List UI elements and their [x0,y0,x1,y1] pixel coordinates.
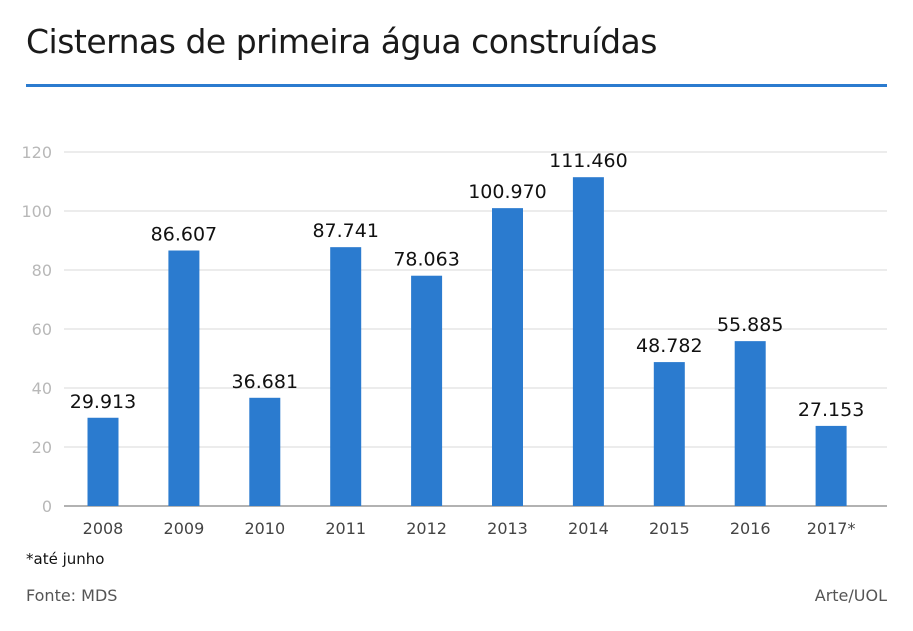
bar-2010 [249,397,281,506]
data-label: 111.460 [549,150,628,172]
x-tick-label: 2012 [406,519,447,538]
y-tick-label: 60 [32,320,52,339]
footnote: *até junho [26,550,105,568]
data-label: 100.970 [468,181,547,203]
source-text: Fonte: MDS [26,586,118,605]
x-tick-label: 2014 [568,519,609,538]
x-tick-label: 2011 [325,519,366,538]
y-tick-label: 80 [32,261,52,280]
y-tick-label: 0 [42,497,52,516]
data-label: 48.782 [636,335,702,357]
data-label: 36.681 [232,371,298,393]
x-tick-label: 2010 [244,519,285,538]
bar-2014 [572,177,604,506]
bar-2015 [653,362,685,506]
data-label: 86.607 [151,224,217,246]
data-label: 78.063 [393,249,459,271]
bar-2011 [330,247,362,506]
data-label: 55.885 [717,314,783,336]
bar-2012 [411,275,443,506]
data-label: 27.153 [798,399,864,421]
bar-2008 [87,417,119,506]
x-tick-label: 2013 [487,519,528,538]
x-tick-label: 2015 [649,519,690,538]
x-tick-label: 2008 [83,519,124,538]
x-tick-label: 2017* [807,519,856,538]
y-tick-label: 100 [21,202,52,221]
chart-title: Cisternas de primeira água construídas [26,22,657,61]
bar-2013 [492,208,523,507]
bar-2009 [168,250,200,506]
y-tick-label: 40 [32,379,52,398]
x-tick-label: 2009 [164,519,205,538]
credit-text: Arte/UOL [814,586,887,605]
y-tick-label: 120 [21,143,52,162]
y-tick-label: 20 [32,438,52,457]
x-tick-label: 2016 [730,519,771,538]
data-label: 87.741 [312,220,378,242]
bar-2017 [815,425,847,506]
data-label: 29.913 [70,391,136,413]
bar-2016 [734,341,766,506]
title-rule [26,84,887,87]
